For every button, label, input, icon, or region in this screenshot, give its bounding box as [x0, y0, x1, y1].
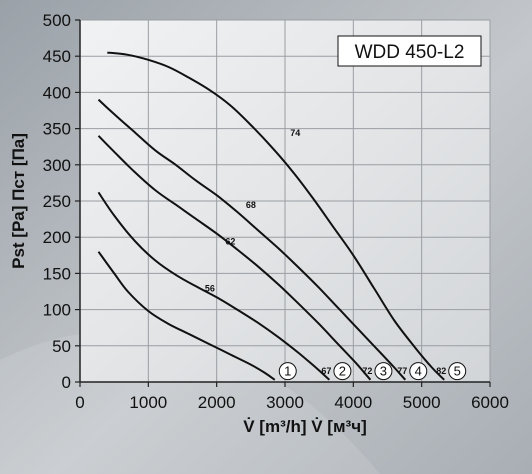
y-tick-label: 250: [43, 192, 71, 211]
grid: [75, 19, 491, 387]
curve-marker-1: [278, 362, 297, 381]
curve-marker-3: [374, 362, 393, 381]
curve-end-label-2: 67: [321, 366, 331, 376]
curve-marker-label-5: 5: [454, 364, 461, 379]
curve-labels: 1 2 67 56 3 72 62 4 77 68 5 82 74: [205, 128, 467, 381]
curve-mid-label-4: 68: [246, 200, 256, 210]
curve-4: [97, 98, 407, 381]
curve-end-label-5: 82: [436, 366, 446, 376]
curve-1: [97, 251, 276, 381]
x-axis-title: V̇ [m³/h] V̇ [м³ч]: [243, 417, 366, 436]
x-tick-label: 0: [75, 393, 84, 412]
x-tick-label: 6000: [471, 393, 509, 412]
curve-marker-5: [448, 362, 467, 381]
y-tick-label: 200: [43, 228, 71, 247]
curve-marker-4: [409, 362, 428, 381]
y-tick-label: 400: [43, 83, 71, 102]
y-tick-label: 50: [52, 337, 71, 356]
curve-mid-label-3: 62: [225, 236, 235, 246]
performance-curves: [97, 51, 445, 381]
y-tick-label: 100: [43, 301, 71, 320]
x-tick-label: 5000: [403, 393, 441, 412]
y-tick-label: 500: [43, 11, 71, 30]
chart-title: WDD 450-L2: [355, 42, 465, 63]
curve-5: [107, 51, 445, 381]
curve-marker-2: [333, 362, 352, 381]
curve-marker-label-1: 1: [284, 364, 291, 379]
curve-marker-label-3: 3: [380, 364, 387, 379]
x-tick-label: 1000: [129, 393, 167, 412]
y-tick-label: 150: [43, 264, 71, 283]
curve-end-label-3: 72: [362, 366, 372, 376]
curve-mid-label-2: 56: [205, 284, 215, 294]
y-tick-label: 350: [43, 120, 71, 139]
curve-3: [97, 135, 372, 381]
curve-end-label-4: 77: [397, 366, 407, 376]
title-box: [337, 35, 482, 67]
curve-marker-label-4: 4: [415, 364, 422, 379]
curve-2: [97, 191, 331, 381]
curve-mid-label-5: 74: [290, 128, 300, 138]
x-tick-label: 3000: [266, 393, 304, 412]
y-tick-label: 0: [62, 373, 71, 392]
y-axis-title: Pst [Pa] Πст [Па]: [9, 133, 28, 269]
y-tick-label: 300: [43, 156, 71, 175]
y-tick-label: 450: [43, 47, 71, 66]
y-tick-labels: 0 50 100 150 200 250 300 350 400 450 500: [43, 11, 71, 392]
x-tick-label: 2000: [198, 393, 236, 412]
curve-marker-label-2: 2: [339, 364, 346, 379]
x-tick-label: 4000: [334, 393, 372, 412]
x-tick-labels: 0 1000 2000 3000 4000 5000 6000: [75, 393, 509, 412]
